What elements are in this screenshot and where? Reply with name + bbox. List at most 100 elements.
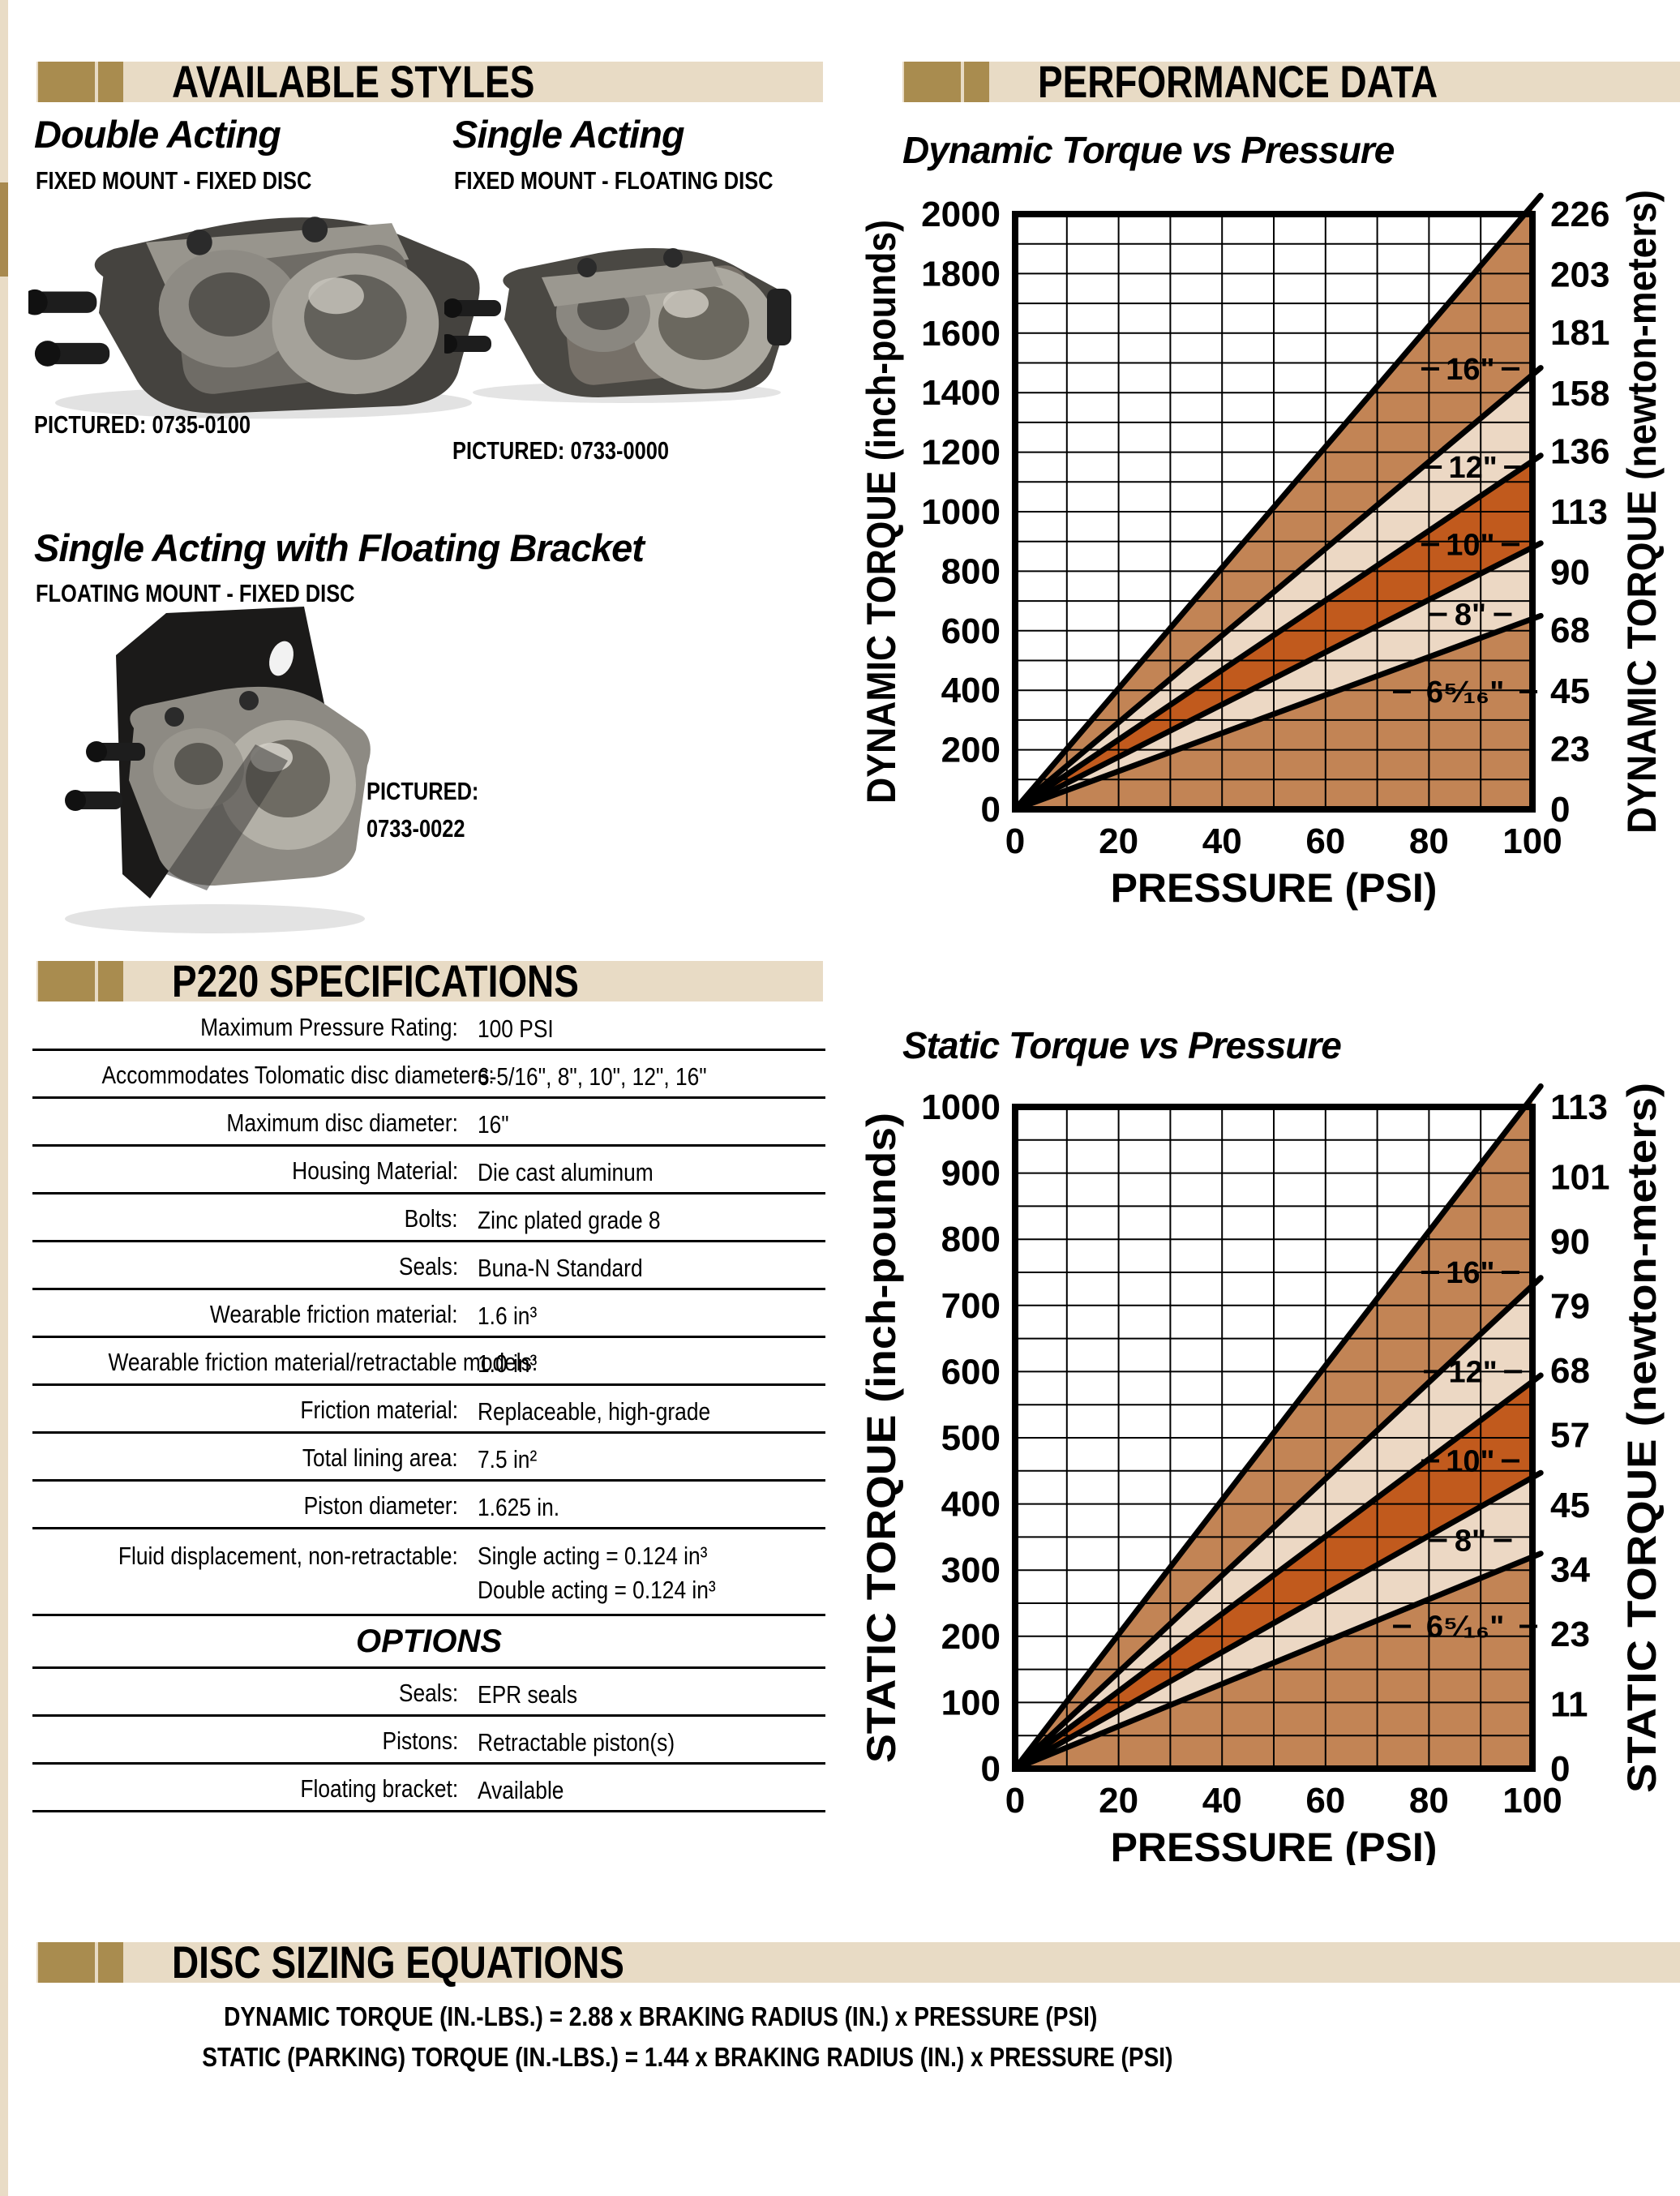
equations-header-bar: DISC SIZING EQUATIONS bbox=[36, 1937, 1680, 1988]
x-tick: 20 bbox=[1099, 1781, 1138, 1821]
y-tick-left: 1600 bbox=[921, 314, 1001, 354]
static-chart-title: Static Torque vs Pressure bbox=[902, 1024, 1342, 1066]
disc-label-12": 12" bbox=[1448, 1355, 1497, 1389]
performance-title: PERFORMANCE DATA bbox=[1038, 56, 1438, 107]
band-6⁵⁄₁₆" bbox=[1015, 1556, 1532, 1769]
style-mount-floating-bracket: FLOATING MOUNT - FIXED DISC bbox=[36, 579, 355, 607]
disc-label-10": 10" bbox=[1446, 1445, 1494, 1479]
y-tick-left: 400 bbox=[941, 1485, 1001, 1525]
spec-row: Pistons: Retractable piston(s) bbox=[32, 1717, 825, 1765]
x-tick: 0 bbox=[1005, 821, 1025, 861]
gridlines bbox=[1015, 1107, 1532, 1769]
series-line-10" bbox=[1012, 452, 1544, 813]
tick-labels: 0100200300400500600700800900100001123344… bbox=[921, 1087, 1609, 1821]
y-tick-left: 200 bbox=[941, 731, 1001, 770]
dynamic-chart-title: Dynamic Torque vs Pressure bbox=[902, 129, 1395, 171]
series-line-8" bbox=[1012, 540, 1544, 813]
spec-row: Wearable friction material/retractable m… bbox=[32, 1338, 825, 1386]
y-axis-title-left: DYNAMIC TORQUE (inch-pounds) bbox=[859, 220, 904, 804]
series-line-6⁵⁄₁₆" bbox=[1012, 1550, 1544, 1772]
x-axis-title: PRESSURE (PSI) bbox=[1111, 1825, 1438, 1865]
header-accent-square-small bbox=[964, 62, 989, 102]
spec-row: Floating bracket: Available bbox=[32, 1765, 825, 1812]
y-tick-left: 600 bbox=[941, 611, 1001, 651]
page-edge-tab bbox=[0, 182, 8, 277]
y-tick-left: 700 bbox=[941, 1286, 1001, 1326]
gridlines bbox=[1015, 214, 1532, 809]
spec-row-fluid-displacement: Fluid displacement, non-retractable: Sin… bbox=[32, 1529, 825, 1616]
y-tick-right: 57 bbox=[1550, 1415, 1590, 1455]
disc-label-12": 12" bbox=[1448, 451, 1497, 485]
style-mount-single-acting: FIXED MOUNT - FLOATING DISC bbox=[454, 166, 774, 195]
style-name-double-acting: Double Acting bbox=[34, 113, 281, 156]
disc-size-labels: 6⁵⁄₁₆" 8" 10" 12" 16" bbox=[1393, 353, 1538, 710]
disc-size-labels: 6⁵⁄₁₆" 8" 10" 12" 16" bbox=[1393, 1256, 1538, 1645]
y-tick-right: 68 bbox=[1550, 1351, 1590, 1391]
y-tick-right: 45 bbox=[1550, 1486, 1590, 1525]
y-tick-right: 79 bbox=[1550, 1287, 1590, 1327]
y-tick-left: 300 bbox=[941, 1550, 1001, 1590]
y-tick-left: 0 bbox=[981, 790, 1001, 830]
series-line-8" bbox=[1012, 1469, 1544, 1772]
y-tick-left: 100 bbox=[941, 1683, 1001, 1722]
spec-row: Wearable friction material: 1.6 in³ bbox=[32, 1290, 825, 1338]
series-line-12" bbox=[1012, 1275, 1544, 1772]
pictured-caption-1: PICTURED: 0735-0100 bbox=[34, 410, 251, 439]
y-tick-right: 23 bbox=[1550, 1615, 1590, 1654]
y-tick-left: 600 bbox=[941, 1352, 1001, 1392]
product-photo-floating-bracket bbox=[65, 607, 371, 933]
y-axis-title-right: DYNAMIC TORQUE (newton-meters) bbox=[1619, 190, 1665, 834]
y-tick-right: 90 bbox=[1550, 553, 1590, 593]
y-tick-right: 11 bbox=[1550, 1685, 1588, 1725]
available-styles-header-bar: AVAILABLE STYLES bbox=[36, 59, 823, 105]
performance-header-bar: PERFORMANCE DATA bbox=[902, 56, 1680, 107]
y-tick-left: 800 bbox=[941, 551, 1001, 591]
y-tick-right: 203 bbox=[1550, 255, 1609, 295]
x-tick: 20 bbox=[1099, 821, 1138, 861]
plot-frame bbox=[1012, 1104, 1536, 1772]
spec-row: Maximum disc diameter: 16" bbox=[32, 1099, 825, 1147]
y-tick-right: 158 bbox=[1550, 374, 1609, 414]
spec-row: Housing Material: Die cast aluminum bbox=[32, 1147, 825, 1195]
disc-label-6⁵⁄₁₆": 6⁵⁄₁₆" bbox=[1426, 1611, 1504, 1645]
y-tick-right: 68 bbox=[1550, 611, 1590, 650]
y-tick-left: 1400 bbox=[921, 373, 1001, 413]
spec-row: Seals: EPR seals bbox=[32, 1669, 825, 1717]
style-mount-double-acting: FIXED MOUNT - FIXED DISC bbox=[36, 166, 312, 195]
y-tick-right: 113 bbox=[1550, 1087, 1608, 1127]
y-tick-left: 0 bbox=[981, 1749, 1001, 1789]
x-tick: 0 bbox=[1005, 1781, 1025, 1821]
header-accent-square bbox=[904, 62, 961, 102]
x-tick: 100 bbox=[1502, 821, 1562, 861]
spec-row: Total lining area: 7.5 in² bbox=[32, 1434, 825, 1482]
y-tick-left: 400 bbox=[941, 671, 1001, 710]
style-name-floating-bracket: Single Acting with Floating Bracket bbox=[34, 526, 645, 569]
y-tick-right: 23 bbox=[1550, 729, 1590, 769]
series-line-16" bbox=[1012, 192, 1544, 813]
series-line-10" bbox=[1012, 1372, 1544, 1772]
static-torque-equation: STATIC (PARKING) TORQUE (IN.-LBS.) = 1.4… bbox=[202, 2042, 1173, 2072]
static-torque-chart: 0100200300400500600700800900100001123344… bbox=[859, 1083, 1665, 1865]
y-tick-left: 2000 bbox=[921, 195, 1001, 234]
series-line-16" bbox=[1012, 1083, 1544, 1772]
y-tick-left: 200 bbox=[941, 1617, 1001, 1657]
spec-row: Maximum Pressure Rating: 100 PSI bbox=[32, 1003, 825, 1051]
series-line-12" bbox=[1012, 365, 1544, 813]
series-lines bbox=[1012, 1083, 1544, 1772]
product-photo-single-acting bbox=[444, 248, 791, 403]
disc-label-8": 8" bbox=[1455, 1524, 1486, 1558]
disc-label-10": 10" bbox=[1446, 528, 1494, 562]
y-tick-left: 900 bbox=[941, 1154, 1001, 1194]
y-tick-left: 1200 bbox=[921, 433, 1001, 473]
header-accent-square bbox=[38, 62, 95, 102]
y-tick-left: 1800 bbox=[921, 254, 1001, 294]
pictured-caption-3: PICTURED: 0733-0022 bbox=[366, 777, 479, 843]
header-accent-square bbox=[38, 1942, 95, 1983]
x-tick: 100 bbox=[1502, 1781, 1562, 1821]
dynamic-torque-equation: DYNAMIC TORQUE (IN.-LBS.) = 2.88 x BRAKI… bbox=[223, 2001, 1097, 2031]
header-accent-square-small bbox=[98, 1942, 123, 1983]
equations-title: DISC SIZING EQUATIONS bbox=[172, 1937, 624, 1988]
y-tick-right: 0 bbox=[1550, 1749, 1570, 1789]
spec-row: Piston diameter: 1.625 in. bbox=[32, 1482, 825, 1529]
